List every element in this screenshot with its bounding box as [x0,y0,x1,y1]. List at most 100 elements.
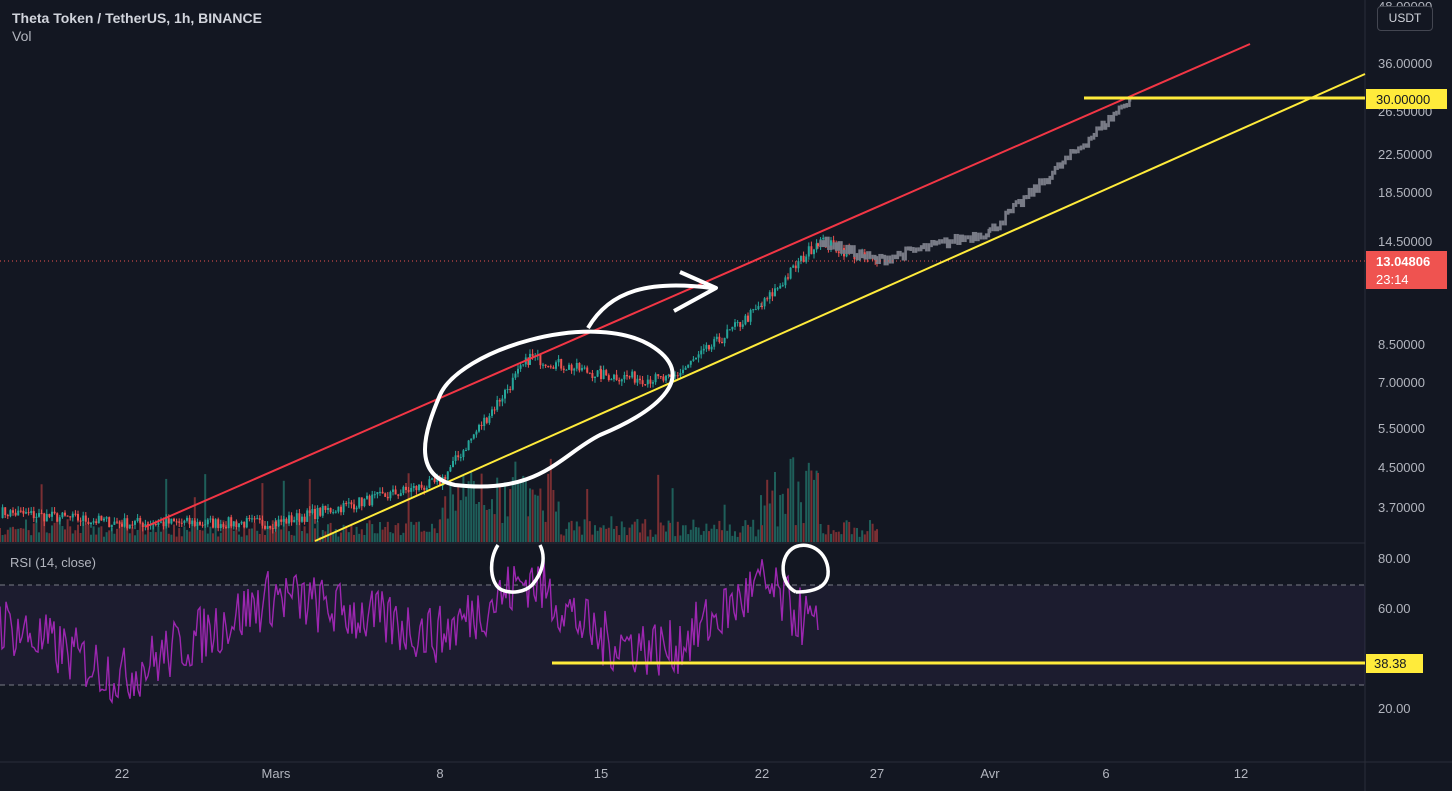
volume-bar [644,519,647,542]
candle-body [654,374,657,383]
volume-bar [384,526,387,542]
volume-bar [557,501,560,542]
volume-bar [702,531,705,542]
candle-body [802,255,805,262]
volume-bar [817,472,819,542]
volume-bar [665,531,667,542]
target-price-text: 30.00000 [1376,92,1430,107]
volume-bar [789,458,792,542]
currency-button[interactable]: USDT [1377,6,1433,31]
candle-body [496,400,499,410]
projection-bar [1077,146,1080,154]
candle-body [162,521,165,527]
candle-body [517,368,519,374]
volume-bar [488,509,491,542]
volume-bar [763,505,766,542]
projection-bar [863,254,867,260]
projection-bar [945,237,949,249]
candle-body [141,522,144,528]
candle-body [82,515,85,522]
volume-bar [689,529,692,542]
volume-bar [815,470,818,542]
volume-bar [410,521,413,542]
volume-bar [266,526,269,542]
volume-bar [669,522,671,542]
projection-bar [1092,132,1096,140]
projection-bar [943,237,946,244]
candle-body [787,277,789,279]
volume-bar [290,534,293,542]
projection-bar [1120,104,1123,110]
volume-bar [235,528,238,542]
candle-body [22,510,25,514]
candle-body [667,374,670,376]
candle-body [209,518,212,520]
candle-body [180,522,183,524]
candle-body [110,524,113,528]
candle-body [817,243,819,247]
candle-body [116,521,118,523]
volume-bar [602,525,605,542]
candle-body [376,492,379,495]
candle-body [280,519,283,522]
projection-bar [909,246,913,251]
projection-bar [1064,155,1067,165]
volume-bar [485,509,488,542]
projection-bar [919,245,923,252]
chart-header: Theta Token / TetherUS, 1h, BINANCE Vol [12,10,262,44]
candle-body [644,384,647,386]
price-tick: 4.50000 [1378,460,1425,475]
volume-bar [253,522,256,542]
rsi-circle-2 [781,543,830,594]
volume-bar [449,482,452,542]
volume-bar [206,533,209,542]
volume-bar [311,511,314,542]
candle-body [108,517,111,528]
candle-body [53,511,56,514]
candle-body [363,498,366,507]
candle-body [288,515,290,524]
rsi-circle-1 [489,544,545,594]
volume-bar [22,528,25,542]
volume-bar [517,483,519,542]
volume-bar [418,521,420,542]
volume-bar [69,526,72,542]
projection-bar [988,227,992,233]
candle-body [771,292,774,297]
volume-bar [649,529,652,542]
candle-body [48,514,51,517]
volume-bar [204,474,207,542]
volume-bar [82,522,85,542]
projection-bar [1058,162,1062,169]
volume-bar [245,535,248,542]
volume-bar [30,535,33,542]
time-tick: Avr [980,766,1000,781]
candle-body [43,513,46,522]
volume-bar [392,533,394,542]
rsi-tick: 60.00 [1378,601,1411,616]
volume-bar [433,528,436,542]
candle-body [662,376,665,381]
candle-body [832,240,835,245]
candle-body [217,519,220,529]
volume-bar [679,535,682,542]
projection-bar [977,232,980,242]
volume-bar [739,532,742,542]
volume-bar [581,534,583,542]
candle-body [30,511,33,513]
candle-body [258,518,261,520]
projection-bar [855,253,859,261]
price-tick: 5.50000 [1378,421,1425,436]
candle-body [66,515,69,517]
volume-bar [682,525,684,542]
candle-body [488,415,491,423]
candle-body [702,348,705,351]
candle-body [781,285,784,287]
candle-body [761,306,763,308]
candle-body [504,389,506,399]
candle-body [736,322,739,324]
volume-bar [874,530,877,542]
volume-bar [710,528,713,542]
volume-bar [465,496,467,542]
